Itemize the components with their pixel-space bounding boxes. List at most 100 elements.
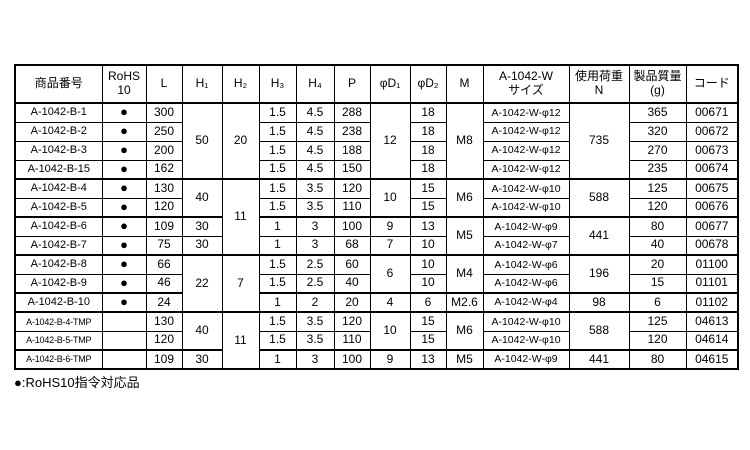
wsize-cell: A-1042-W-φ12 [482,121,570,142]
code-cell: 00677 [685,216,739,237]
product-cell: A-1042-B-9 [14,273,103,294]
h1-cell: 22 [181,254,223,313]
code-cell: 00672 [685,121,739,142]
col-header-l: L [145,64,183,104]
h1-cell: 30 [181,349,223,370]
product-cell: A-1042-B-1 [14,102,103,123]
d2-cell: 18 [409,121,447,142]
col-header-rohs: RoHS 10 [101,64,147,104]
h4-cell: 4.5 [295,121,335,142]
load-cell: 196 [568,254,630,294]
d1-cell: 6 [369,254,411,294]
d1-cell: 12 [369,102,411,180]
code-cell: 00673 [685,140,739,161]
col-header-d1: φD₁ [369,64,411,104]
rohs-cell: ● [101,292,147,313]
mass-cell: 365 [628,102,687,123]
rohs-cell: ● [101,159,147,180]
wsize-cell: A-1042-W-φ6 [482,254,570,275]
wsize-cell: A-1042-W-φ6 [482,273,570,294]
col-header-h2: H₂ [221,64,260,104]
code-cell: 04615 [685,349,739,370]
col-header-load: 使用荷重 N [568,64,630,104]
mass-cell: 120 [628,330,687,351]
product-cell: A-1042-B-6-TMP [14,349,103,370]
m-cell: M6 [445,311,484,351]
mass-cell: 120 [628,197,687,218]
mass-cell: 6 [628,292,687,313]
rohs-cell: ● [101,216,147,237]
d1-cell: 9 [369,216,411,237]
l-cell: 109 [145,216,183,237]
product-cell: A-1042-B-4-TMP [14,311,103,332]
rohs-cell: ● [101,235,147,256]
d2-cell: 18 [409,102,447,123]
h3-cell: 1.5 [258,254,297,275]
p-cell: 100 [333,349,371,370]
product-cell: A-1042-B-5-TMP [14,330,103,351]
wsize-cell: A-1042-W-φ10 [482,330,570,351]
load-cell: 98 [568,292,630,313]
d2-cell: 10 [409,235,447,256]
h3-cell: 1.5 [258,330,297,351]
col-header-m: M [445,64,484,104]
h1-cell: 50 [181,102,223,180]
table-row: A-1042-B-7 ● 75 30 1 3 68 7 10 A-1042-W-… [14,235,739,256]
wsize-cell: A-1042-W-φ10 [482,178,570,199]
spec-table: 商品番号 RoHS 10 L H₁ H₂ H₃ H₄ P φD₁ φD₂ M A… [14,64,739,370]
h4-cell: 3 [295,349,335,370]
d2-cell: 15 [409,330,447,351]
d2-cell: 6 [409,292,447,313]
table-row: A-1042-B-8 ● 66 22 7 1.5 2.5 60 6 10 M4 … [14,254,739,313]
h3-cell: 1.5 [258,102,297,123]
code-cell: 00675 [685,178,739,199]
rohs-cell: ● [101,121,147,142]
product-cell: A-1042-B-8 [14,254,103,275]
p-cell: 288 [333,102,371,123]
load-cell: 441 [568,216,630,256]
p-cell: 150 [333,159,371,180]
table-row: A-1042-B-15 ● 162 1.5 4.5 150 18 A-1042-… [14,159,739,180]
code-cell: 04614 [685,330,739,351]
mass-cell: 20 [628,254,687,275]
rohs-cell [101,330,147,351]
d1-cell: 7 [369,235,411,256]
table-row: A-1042-B-4 ● 130 40 11 1.5 3.5 120 10 15… [14,178,739,256]
rohs-cell [101,349,147,370]
p-cell: 238 [333,121,371,142]
code-cell: 04613 [685,311,739,332]
d1-cell: 9 [369,349,411,370]
p-cell: 40 [333,273,371,294]
col-header-mass: 製品質量 (g) [628,64,687,104]
h2-cell: 11 [221,178,260,256]
mass-cell: 125 [628,311,687,332]
l-cell: 120 [145,330,183,351]
p-cell: 188 [333,140,371,161]
h1-cell: 40 [181,311,223,351]
h3-cell: 1 [258,349,297,370]
rohs-cell: ● [101,273,147,294]
d1-cell: 10 [369,311,411,351]
p-cell: 120 [333,311,371,332]
load-cell: 735 [568,102,630,180]
h2-cell: 11 [221,311,260,370]
rohs-note: ●:RoHS10指令対応品 [14,375,140,390]
rohs-cell: ● [101,254,147,275]
rohs-cell: ● [101,197,147,218]
l-cell: 46 [145,273,183,294]
p-cell: 100 [333,216,371,237]
h4-cell: 3.5 [295,197,335,218]
code-cell: 00674 [685,159,739,180]
table-row: A-1042-B-10 ● 24 1 2 20 4 6 M2.6 A-1042-… [14,292,739,313]
table-row: A-1042-B-6-TMP 109 30 1 3 100 9 13 M5 A-… [14,349,739,370]
mass-cell: 80 [628,216,687,237]
h4-cell: 4.5 [295,140,335,161]
col-header-product: 商品番号 [14,64,103,104]
mass-cell: 40 [628,235,687,256]
code-cell: 01101 [685,273,739,294]
l-cell: 24 [145,292,183,313]
l-cell: 66 [145,254,183,275]
d2-cell: 18 [409,159,447,180]
d2-cell: 15 [409,178,447,199]
